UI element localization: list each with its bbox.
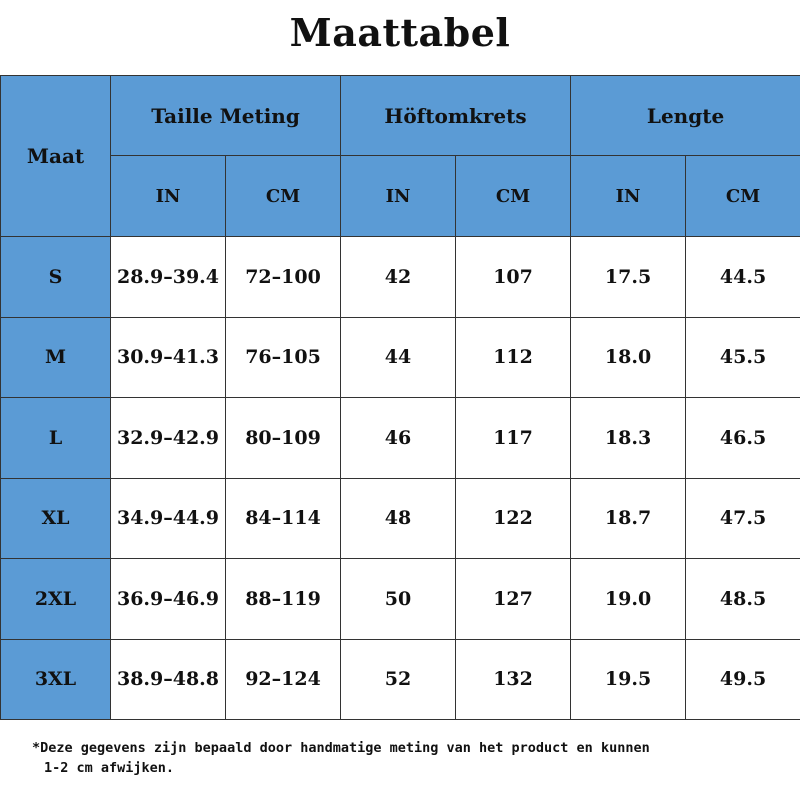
table-cell: 28.9–39.4 [110,236,226,318]
size-label: S [0,236,111,318]
table-cell: 48 [340,477,457,559]
table-cell: 32.9–42.9 [110,397,226,479]
table-cell: 92–124 [224,638,342,720]
header-taille-meting: Taille Meting [109,75,342,156]
table-cell: 18.0 [570,316,687,398]
footnote: *Deze gegevens zijn bepaald door handmat… [32,738,772,778]
header-unit: CM [685,155,800,237]
table-cell: 46 [340,397,457,479]
page-title: Maattabel [289,10,511,55]
table-cell: 45.5 [685,316,800,398]
table-cell: 18.3 [570,397,687,479]
table-cell: 76–105 [224,316,342,398]
table-cell: 72–100 [224,236,342,318]
table-cell: 88–119 [224,558,342,640]
header-unit: IN [570,155,687,237]
table-cell: 44 [340,316,457,398]
header-lengte: Lengte [570,75,800,156]
header-row-units: IN CM IN CM IN CM [1,155,800,237]
table-cell: 44.5 [685,236,800,318]
footnote-line-2: 1-2 cm afwijken. [44,760,175,776]
table-cell: 18.7 [570,477,687,559]
table-row: S 28.9–39.4 72–100 42 107 17.5 44.5 [0,236,800,318]
table-row: L 32.9–42.9 80–109 46 117 18.3 46.5 [0,397,800,479]
size-chart-table: Maat Taille Meting Höftomkrets Lengte IN… [0,75,800,720]
header-unit: CM [455,155,572,237]
table-cell: 36.9–46.9 [110,558,226,640]
table-cell: 127 [455,558,572,640]
size-label: XL [0,477,111,559]
table-cell: 19.0 [570,558,687,640]
table-cell: 132 [455,638,572,720]
header-unit: IN [110,155,226,237]
header-maat: Maat [0,75,111,237]
size-label: M [0,316,111,398]
table-cell: 38.9–48.8 [110,638,226,720]
table-cell: 30.9–41.3 [110,316,226,398]
table-row: XL 34.9–44.9 84–114 48 122 18.7 47.5 [0,477,800,559]
table-cell: 46.5 [685,397,800,479]
table-row: 2XL 36.9–46.9 88–119 50 127 19.0 48.5 [0,558,800,640]
header-row-groups: Maat Taille Meting Höftomkrets Lengte [0,75,800,237]
table-cell: 48.5 [685,558,800,640]
table-cell: 117 [455,397,572,479]
header-unit: CM [224,155,342,237]
size-label: L [0,397,111,479]
table-cell: 50 [340,558,457,640]
table-cell: 49.5 [685,638,800,720]
footnote-line-1: *Deze gegevens zijn bepaald door handmat… [32,740,650,756]
header-hoftomkrets: Höftomkrets [340,75,572,156]
size-label: 2XL [0,558,111,640]
table-cell: 47.5 [685,477,800,559]
size-label: 3XL [0,638,111,720]
table-cell: 122 [455,477,572,559]
table-cell: 80–109 [224,397,342,479]
table-cell: 42 [340,236,457,318]
table-cell: 84–114 [224,477,342,559]
table-cell: 112 [455,316,572,398]
table-row: 3XL 38.9–48.8 92–124 52 132 19.5 49.5 [0,638,800,720]
table-cell: 34.9–44.9 [110,477,226,559]
header-unit: IN [340,155,457,237]
table-cell: 19.5 [570,638,687,720]
table-cell: 17.5 [570,236,687,318]
table-row: M 30.9–41.3 76–105 44 112 18.0 45.5 [0,316,800,398]
table-cell: 52 [340,638,457,720]
table-cell: 107 [455,236,572,318]
